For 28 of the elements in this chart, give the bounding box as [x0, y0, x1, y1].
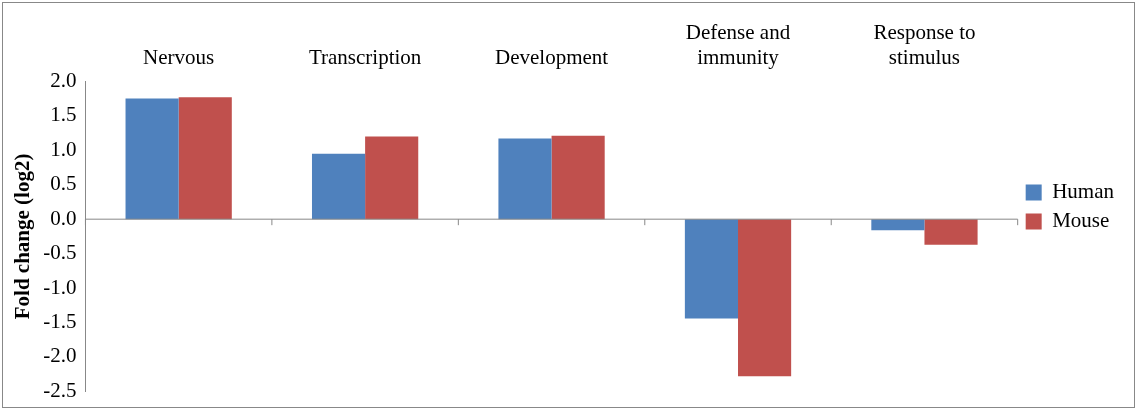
- x-tick-label: Defense and immunity: [685, 20, 791, 70]
- legend-label: Human: [1052, 179, 1115, 204]
- bar: [311, 153, 366, 220]
- bar: [125, 98, 179, 220]
- bar: [871, 219, 925, 231]
- y-tick-label: 0.5: [50, 171, 77, 196]
- x-tick-label: Nervous: [143, 45, 215, 70]
- x-tick-label: Response to stimulus: [873, 20, 976, 70]
- x-tick-label: Transcription: [308, 45, 422, 70]
- bar: [551, 135, 605, 220]
- y-tick-label: -2.0: [43, 343, 77, 368]
- y-tick-label: -1.5: [43, 309, 77, 334]
- bar: [178, 97, 232, 220]
- bar: [365, 136, 419, 220]
- bar: [924, 219, 978, 245]
- y-tick-label: 0.0: [50, 205, 77, 230]
- y-tick-label: -2.5: [43, 377, 77, 402]
- y-tick-label: -1.0: [43, 274, 77, 299]
- y-tick-label: -0.5: [43, 240, 77, 265]
- bar: [684, 219, 739, 319]
- y-tick-label: 1.5: [50, 102, 77, 127]
- y-axis-title: Fold change (log2): [10, 153, 35, 320]
- y-tick-label: 1.0: [50, 136, 77, 161]
- bar: [498, 138, 552, 220]
- legend-label: Mouse: [1052, 208, 1110, 233]
- x-tick-label: Development: [494, 45, 609, 70]
- y-tick-label: 2.0: [50, 67, 77, 92]
- bar: [738, 219, 792, 377]
